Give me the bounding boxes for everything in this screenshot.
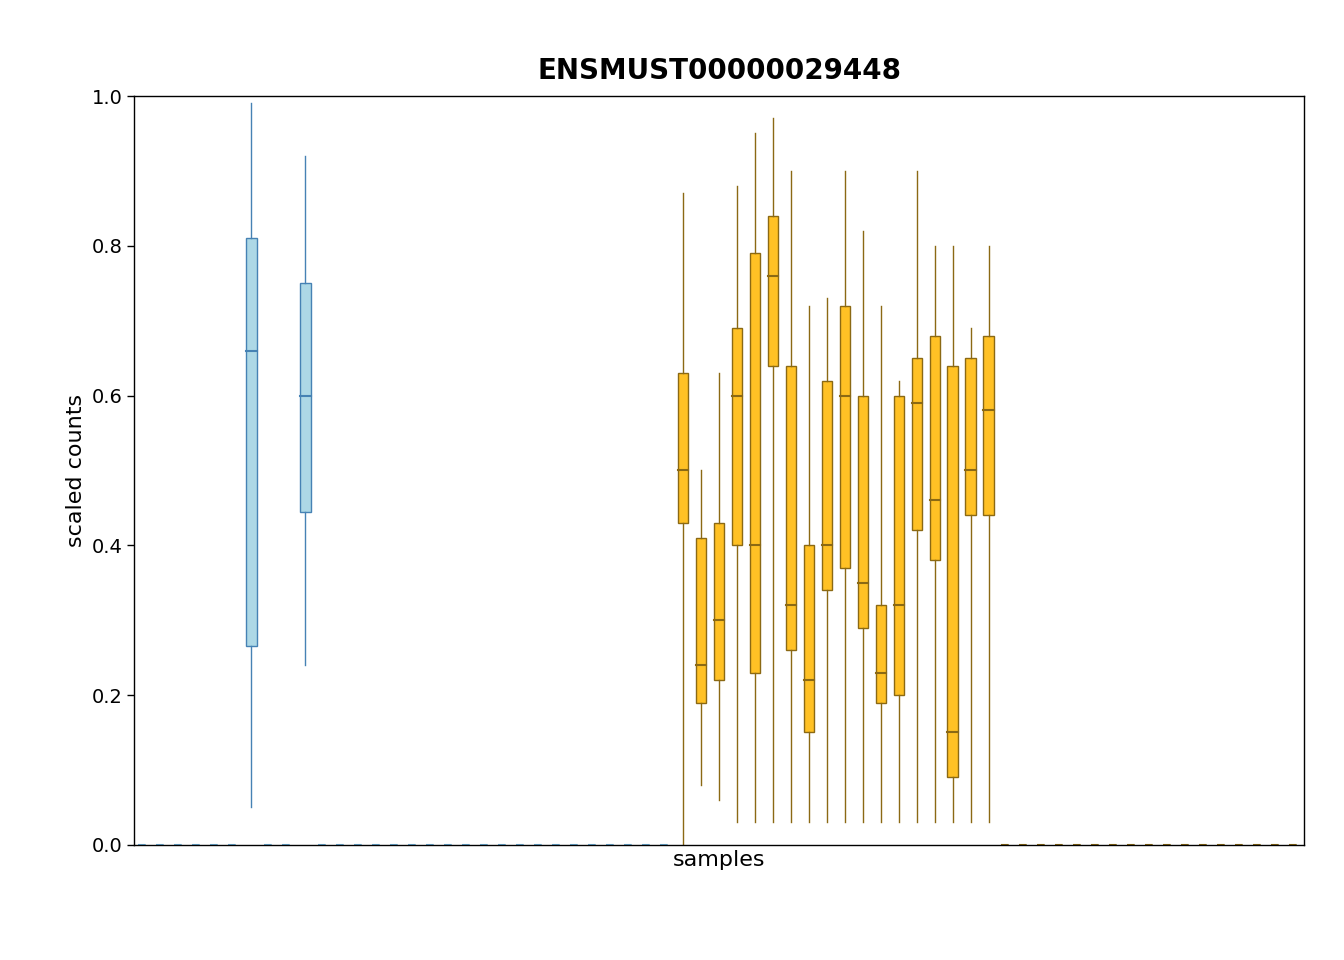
Bar <box>731 328 742 545</box>
Bar <box>965 358 976 516</box>
X-axis label: samples: samples <box>673 851 765 871</box>
Bar <box>767 216 778 366</box>
Bar <box>677 373 688 523</box>
Bar <box>714 523 724 680</box>
Title: ENSMUST00000029448: ENSMUST00000029448 <box>538 58 900 85</box>
Bar <box>696 538 707 703</box>
Bar <box>246 238 257 646</box>
Bar <box>894 396 905 695</box>
Bar <box>804 545 814 732</box>
Bar <box>840 305 851 567</box>
Bar <box>821 380 832 590</box>
Bar <box>300 283 310 512</box>
Bar <box>984 336 995 516</box>
Bar <box>750 253 761 673</box>
Bar <box>875 605 886 703</box>
Bar <box>948 366 958 778</box>
Bar <box>857 396 868 628</box>
Bar <box>911 358 922 530</box>
Bar <box>786 366 797 650</box>
Bar <box>930 336 941 561</box>
Y-axis label: scaled counts: scaled counts <box>66 394 86 547</box>
